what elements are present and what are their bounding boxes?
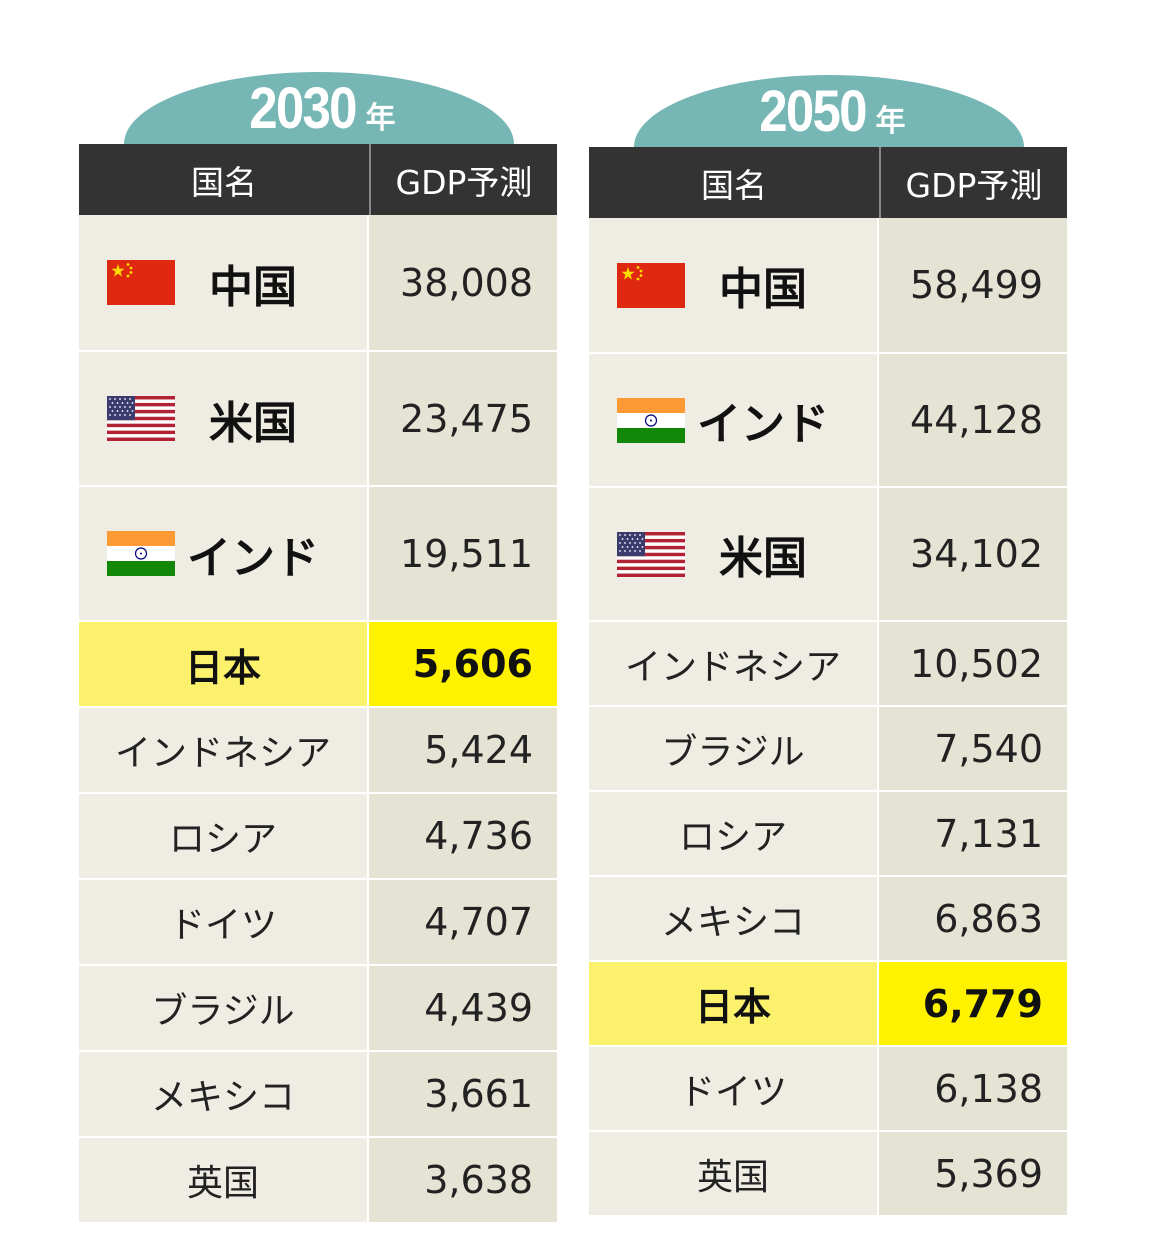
gdp-value: 4,439 <box>369 964 557 1050</box>
country-name: 米国 <box>209 397 297 449</box>
gdp-value: 3,661 <box>369 1050 557 1136</box>
gdp-value: 38,008 <box>369 215 557 350</box>
country-cell: 米国 <box>589 486 879 620</box>
table-row: 中国 58,499 <box>589 218 1067 352</box>
country-name: インド <box>187 532 319 584</box>
table-row: インド 44,128 <box>589 352 1067 486</box>
table-row: ドイツ 6,138 <box>589 1045 1067 1130</box>
column-header-country: 国名 <box>589 147 881 218</box>
gdp-value: 7,131 <box>879 790 1067 875</box>
country-name: メキシコ <box>79 1050 369 1136</box>
country-name: 英国 <box>589 1130 879 1215</box>
gdp-table-2050: 2050 年 国名 GDP予測 中国 58,499 インド 44,128 米国 3… <box>589 75 1067 1215</box>
gdp-table-2030: 2030 年 国名 GDP予測 中国 38,008 米国 23,475 インド 1… <box>79 72 557 1222</box>
table-row: ロシア 4,736 <box>79 792 557 878</box>
table-row: インドネシア 5,424 <box>79 706 557 792</box>
column-header-country: 国名 <box>79 144 371 215</box>
gdp-value: 10,502 <box>879 620 1067 705</box>
table-row: インド 19,511 <box>79 485 557 620</box>
table-header: 国名 GDP予測 <box>79 144 557 215</box>
table-row: メキシコ 6,863 <box>589 875 1067 960</box>
gdp-value: 7,540 <box>879 705 1067 790</box>
gdp-value: 5,606 <box>369 620 557 706</box>
country-name: 米国 <box>719 533 807 584</box>
table-row: ロシア 7,131 <box>589 790 1067 875</box>
usa-flag-icon <box>617 532 685 577</box>
china-flag-icon <box>617 263 685 308</box>
year-banner: 2030 年 <box>124 72 514 144</box>
table-row: 米国 23,475 <box>79 350 557 485</box>
table-row: 米国 34,102 <box>589 486 1067 620</box>
column-header-gdp: GDP予測 <box>905 165 1043 205</box>
country-name: ロシア <box>589 790 879 875</box>
country-name: ブラジル <box>589 705 879 790</box>
gdp-value: 6,779 <box>879 960 1067 1045</box>
table-row-highlight: 日本 6,779 <box>589 960 1067 1045</box>
country-name: ロシア <box>79 792 369 878</box>
table-row-highlight: 日本 5,606 <box>79 620 557 706</box>
gdp-value: 23,475 <box>369 350 557 485</box>
country-name: ブラジル <box>79 964 369 1050</box>
year-banner: 2050 年 <box>634 75 1024 147</box>
country-name: ドイツ <box>589 1045 879 1130</box>
table-row: 中国 38,008 <box>79 215 557 350</box>
table-row: インドネシア 10,502 <box>589 620 1067 705</box>
year-suffix: 年 <box>875 104 906 139</box>
country-cell: インド <box>79 485 369 620</box>
gdp-value: 58,499 <box>879 218 1067 352</box>
usa-flag-icon <box>107 396 175 441</box>
country-name: インドネシア <box>589 620 879 705</box>
india-flag-icon <box>107 531 175 576</box>
year-label: 2050 <box>759 78 868 144</box>
gdp-value: 4,736 <box>369 792 557 878</box>
gdp-value: 34,102 <box>879 486 1067 620</box>
table-row: 英国 5,369 <box>589 1130 1067 1215</box>
country-name: 中国 <box>209 261 297 313</box>
gdp-value: 5,424 <box>369 706 557 792</box>
country-cell: インド <box>589 352 879 486</box>
country-name: 英国 <box>79 1136 369 1222</box>
gdp-value: 5,369 <box>879 1130 1067 1215</box>
country-cell: 中国 <box>79 215 369 350</box>
gdp-value: 44,128 <box>879 352 1067 486</box>
gdp-value: 3,638 <box>369 1136 557 1222</box>
china-flag-icon <box>107 260 175 305</box>
india-flag-icon <box>617 398 685 443</box>
column-header-gdp: GDP予測 <box>395 162 533 202</box>
year-suffix: 年 <box>365 101 396 136</box>
country-name: 日本 <box>589 960 879 1045</box>
country-cell: 米国 <box>79 350 369 485</box>
country-name: インドネシア <box>79 706 369 792</box>
country-name: 中国 <box>719 264 807 315</box>
country-name: ドイツ <box>79 878 369 964</box>
country-name: 日本 <box>79 620 369 706</box>
table-header: 国名 GDP予測 <box>589 147 1067 218</box>
table-row: メキシコ 3,661 <box>79 1050 557 1136</box>
table-row: 英国 3,638 <box>79 1136 557 1222</box>
gdp-value: 6,138 <box>879 1045 1067 1130</box>
table-row: ドイツ 4,707 <box>79 878 557 964</box>
country-cell: 中国 <box>589 218 879 352</box>
gdp-value: 19,511 <box>369 485 557 620</box>
country-name: メキシコ <box>589 875 879 960</box>
gdp-value: 6,863 <box>879 875 1067 960</box>
table-row: ブラジル 4,439 <box>79 964 557 1050</box>
table-row: ブラジル 7,540 <box>589 705 1067 790</box>
gdp-value: 4,707 <box>369 878 557 964</box>
year-label: 2030 <box>249 75 358 141</box>
country-name: インド <box>697 399 829 450</box>
